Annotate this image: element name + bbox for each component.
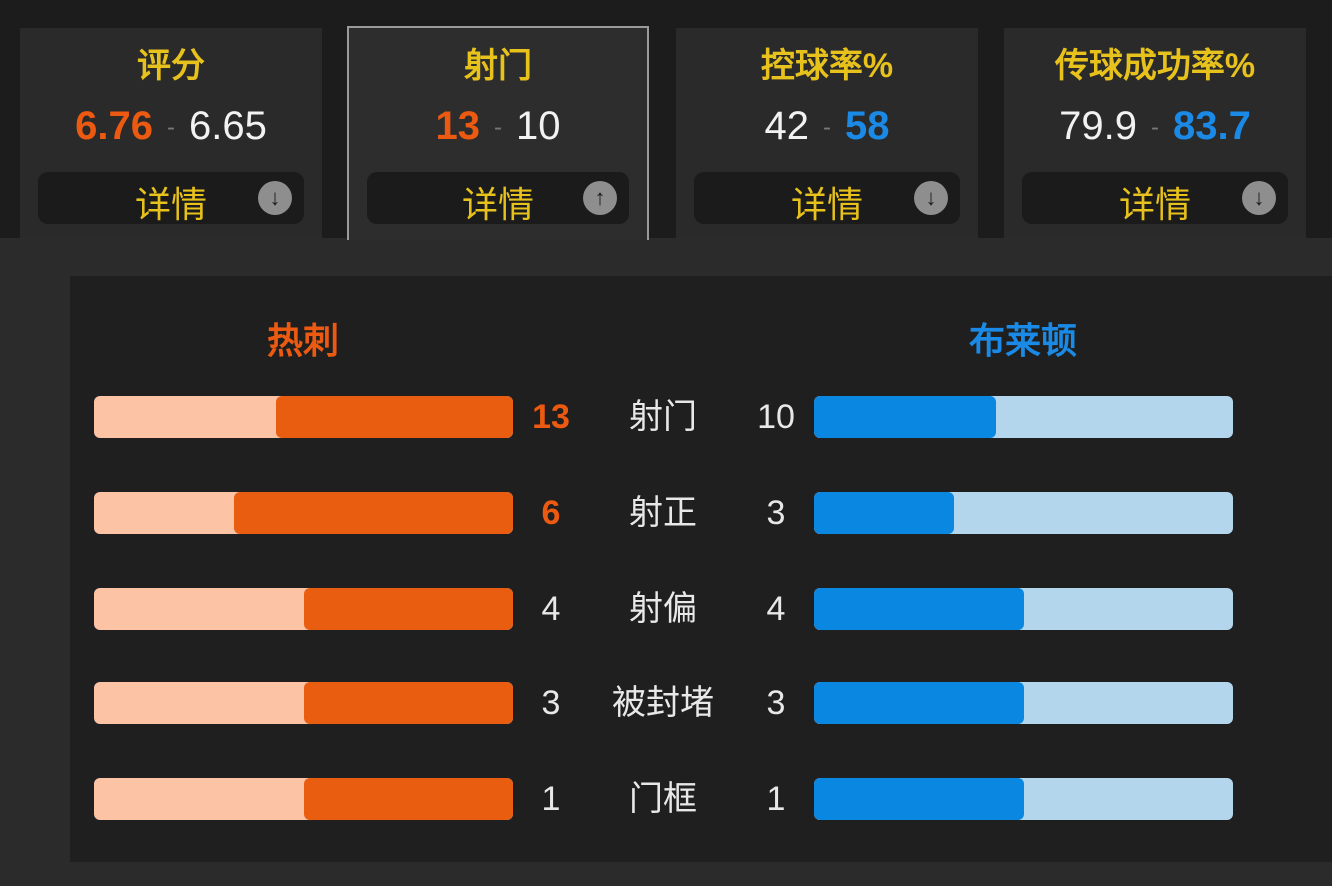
- stat-tabs-bar: 评分 6.76-6.65 详情 ↓ 射门 13-10 详情 ↑ 控球率% 42-58 详…: [0, 0, 1332, 240]
- details-label: 详情: [1118, 184, 1191, 225]
- arrow-up-icon[interactable]: ↑: [583, 181, 617, 215]
- away-stat-value: 1: [766, 780, 786, 818]
- card-title: 传球成功率%: [1054, 47, 1256, 85]
- separator: -: [1151, 114, 1159, 142]
- home-stat-value: 13: [532, 398, 570, 436]
- details-label: 详情: [790, 184, 863, 225]
- away-bar-fill: [814, 396, 997, 438]
- card-title: 控球率%: [760, 47, 894, 85]
- away-value: 83.7: [1173, 104, 1251, 148]
- card-values: 79.9-83.7: [1004, 104, 1306, 149]
- home-bar-fill: [303, 778, 513, 820]
- away-bar-fill: [814, 588, 1024, 630]
- away-bar: [814, 492, 1233, 534]
- away-stat-value: 3: [766, 494, 786, 532]
- card-values: 6.76-6.65: [20, 104, 322, 149]
- arrow-down-icon[interactable]: ↓: [1242, 181, 1276, 215]
- home-bar: [94, 492, 513, 534]
- card-title: 射门: [464, 47, 532, 85]
- stat-label: 被封堵: [612, 684, 714, 722]
- home-bar: [94, 682, 513, 724]
- home-bar-fill: [233, 492, 513, 534]
- away-bar-fill: [814, 682, 1024, 724]
- away-value: 10: [516, 104, 561, 148]
- card-title: 评分: [137, 47, 205, 85]
- stat-label: 门框: [629, 780, 697, 818]
- stat-row: 1 门框 1: [70, 778, 1332, 822]
- away-value: 6.65: [189, 104, 267, 148]
- stat-card[interactable]: 控球率% 42-58 详情 ↓: [676, 28, 978, 238]
- stat-row: 13 射门 10: [70, 396, 1332, 440]
- home-bar-fill: [276, 396, 513, 438]
- home-stat-value: 1: [541, 780, 561, 818]
- home-value: 79.9: [1059, 104, 1137, 148]
- away-stat-value: 4: [766, 590, 786, 628]
- home-stat-value: 4: [541, 590, 561, 628]
- stat-card[interactable]: 评分 6.76-6.65 详情 ↓: [20, 28, 322, 238]
- stat-card[interactable]: 传球成功率% 79.9-83.7 详情 ↓: [1004, 28, 1306, 238]
- away-bar-fill: [814, 778, 1024, 820]
- home-bar: [94, 588, 513, 630]
- away-value: 58: [845, 104, 890, 148]
- home-bar-fill: [303, 682, 513, 724]
- home-value: 42: [764, 104, 810, 148]
- shots-detail-panel: 热刺 布莱顿 13 射门 10 6 射正 3 4 射偏 4 3 被封堵 3 1 …: [70, 276, 1332, 862]
- away-bar: [814, 778, 1233, 820]
- stat-row: 3 被封堵 3: [70, 682, 1332, 726]
- home-team-name: 热刺: [266, 320, 339, 361]
- details-button[interactable]: 详情 ↑: [367, 172, 629, 225]
- details-button[interactable]: 详情 ↓: [38, 172, 304, 225]
- away-bar: [814, 682, 1233, 724]
- details-label: 详情: [461, 184, 534, 225]
- home-value: 6.76: [75, 104, 153, 148]
- home-bar: [94, 396, 513, 438]
- home-stat-value: 6: [541, 494, 561, 532]
- card-values: 42-58: [676, 104, 978, 149]
- arrow-down-icon[interactable]: ↓: [914, 181, 948, 215]
- details-button[interactable]: 详情 ↓: [1022, 172, 1288, 225]
- stat-label: 射门: [629, 398, 697, 436]
- away-bar: [814, 396, 1233, 438]
- separator: -: [823, 114, 831, 142]
- home-value: 13: [435, 104, 481, 148]
- away-stat-value: 3: [766, 684, 786, 722]
- stat-label: 射偏: [629, 590, 697, 628]
- home-bar: [94, 778, 513, 820]
- arrow-down-icon[interactable]: ↓: [258, 181, 292, 215]
- home-stat-value: 3: [541, 684, 561, 722]
- details-label: 详情: [134, 184, 207, 225]
- stat-row: 4 射偏 4: [70, 588, 1332, 632]
- stat-label: 射正: [629, 494, 697, 532]
- away-bar-fill: [814, 492, 954, 534]
- away-bar: [814, 588, 1233, 630]
- stat-row: 6 射正 3: [70, 492, 1332, 536]
- home-bar-fill: [303, 588, 513, 630]
- away-team-name: 布莱顿: [968, 320, 1077, 361]
- details-button[interactable]: 详情 ↓: [694, 172, 960, 225]
- away-stat-value: 10: [757, 398, 795, 436]
- card-values: 13-10: [349, 104, 647, 149]
- separator: -: [494, 114, 502, 142]
- separator: -: [167, 114, 175, 142]
- stat-card[interactable]: 射门 13-10 详情 ↑: [347, 26, 649, 240]
